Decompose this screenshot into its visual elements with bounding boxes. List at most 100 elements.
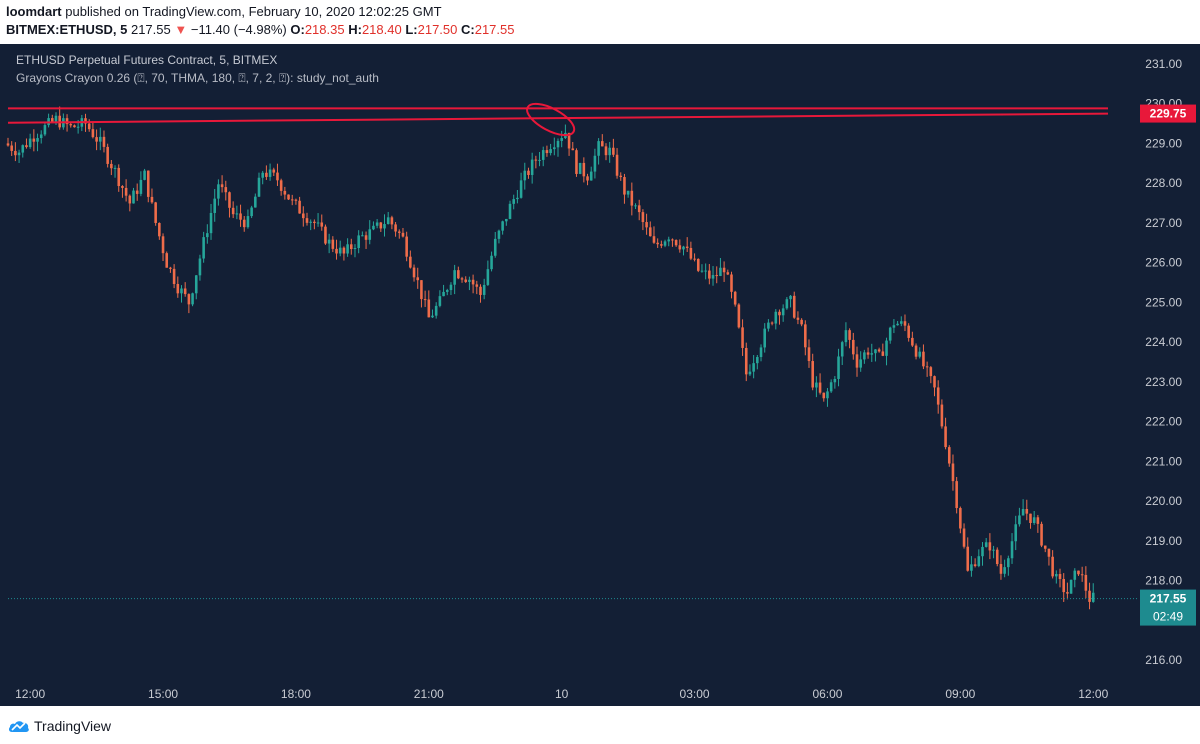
resistance-lines[interactable] [7, 107, 1109, 124]
candle [859, 351, 862, 372]
candle [874, 349, 877, 362]
price-chart[interactable]: 216.00217.00218.00219.00220.00221.00222.… [0, 44, 1200, 706]
candle [401, 227, 405, 238]
candle [158, 222, 161, 240]
y-tick-label: 229.00 [1145, 136, 1182, 150]
candle [191, 292, 194, 307]
candle [349, 238, 353, 255]
candle [966, 537, 970, 572]
price-tags: 229.75 217.55 02:49 [1140, 104, 1196, 626]
candle [678, 239, 682, 253]
candle [209, 203, 213, 240]
candle [822, 392, 826, 402]
candle [767, 319, 770, 332]
candle [346, 238, 349, 257]
candle [154, 201, 157, 226]
candle [486, 260, 490, 287]
candle [737, 303, 741, 329]
candle [933, 375, 936, 397]
chart-title[interactable]: ETHUSD Perpetual Futures Contract, 5, BI… [16, 53, 278, 67]
candle [427, 290, 431, 318]
candle [475, 280, 479, 295]
annotation-circle[interactable] [522, 98, 578, 142]
candle [756, 355, 759, 370]
candle [442, 284, 445, 297]
candle [578, 162, 582, 175]
candle [217, 179, 220, 206]
candle [785, 297, 789, 310]
candle [567, 132, 571, 156]
candle [648, 221, 652, 237]
candle [984, 538, 988, 548]
candle [231, 201, 235, 219]
indicator-legend[interactable]: Grayons Crayon 0.26 (⍰, 70, THMA, 180, ⍰… [16, 71, 379, 85]
candle [870, 343, 874, 362]
candle [1043, 545, 1047, 553]
candle [176, 276, 180, 298]
candle [689, 241, 693, 261]
candle [194, 275, 198, 300]
candle [287, 194, 290, 201]
candle [206, 224, 209, 244]
candle [977, 549, 981, 568]
candle [911, 331, 914, 347]
candle [903, 314, 907, 332]
candle [327, 233, 331, 254]
candle [213, 189, 217, 222]
candle [660, 240, 663, 249]
open-label: O: [290, 22, 305, 37]
candle [257, 172, 261, 198]
candle [508, 200, 512, 220]
candle [973, 558, 977, 568]
candle [187, 293, 191, 314]
candle [541, 146, 545, 167]
candle [150, 188, 154, 204]
annotation-layer [8, 98, 1138, 600]
candle [394, 221, 397, 237]
candle [892, 319, 896, 334]
high-value: 218.40 [361, 22, 402, 37]
resistance-line[interactable] [7, 112, 1109, 124]
candle [468, 276, 471, 291]
candle [778, 309, 781, 325]
publish-header: loomdart published on TradingView.com, F… [0, 0, 1200, 44]
candle [553, 137, 556, 156]
tradingview-logo[interactable]: TradingView [8, 717, 111, 735]
low-value: 217.50 [417, 22, 458, 37]
candle [708, 264, 711, 285]
change-value: −11.40 (−4.98%) [190, 22, 287, 37]
candle [726, 269, 730, 276]
candle [888, 326, 892, 344]
candle [877, 347, 881, 353]
candle [202, 231, 205, 263]
candle [833, 376, 837, 389]
candle [460, 276, 464, 283]
candle [759, 344, 763, 362]
candle [752, 355, 755, 379]
candle [180, 285, 183, 303]
candle [608, 141, 611, 163]
candle [279, 178, 283, 196]
candle [261, 170, 264, 185]
candle [268, 163, 272, 181]
candle [881, 343, 885, 357]
publisher-name[interactable]: loomdart [6, 4, 62, 19]
candle [172, 264, 176, 289]
candle [372, 221, 375, 231]
candle [464, 276, 468, 283]
candle [457, 266, 460, 280]
candle [1080, 566, 1084, 582]
last-price: 217.55 [130, 22, 171, 37]
candle [416, 267, 420, 289]
candle [501, 220, 504, 235]
x-tick-label: 15:00 [148, 687, 178, 701]
open-value: 218.35 [304, 22, 345, 37]
candle [1088, 582, 1091, 610]
price-tag-last [1140, 589, 1196, 626]
candle [302, 206, 305, 227]
candle [999, 555, 1003, 580]
candle [493, 231, 497, 258]
time-axis[interactable]: 12:00 15:00 18:00 21:00 10 03:00 06:00 09:00 12:… [15, 687, 1108, 701]
candle [549, 143, 552, 156]
x-tick-label: 06:00 [812, 687, 842, 701]
